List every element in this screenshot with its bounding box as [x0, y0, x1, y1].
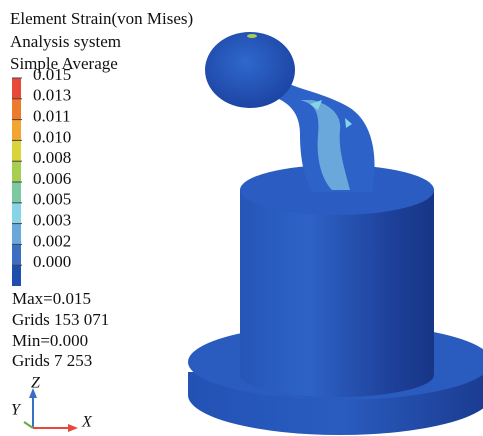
stat: Max=0.015 — [12, 289, 91, 308]
legend-swatch — [12, 78, 21, 99]
header-line: Element Strain(von Mises) — [10, 9, 193, 28]
x-arrowhead — [68, 424, 78, 432]
legend-label: 0.000 — [33, 252, 71, 271]
legend-label: 0.015 — [33, 65, 71, 84]
legend-swatch — [12, 244, 21, 265]
axis-label: Y — [11, 402, 22, 419]
legend-label: 0.011 — [33, 107, 71, 126]
legend-label: 0.005 — [33, 190, 71, 209]
cylinder-side — [240, 190, 434, 397]
legend-swatch — [12, 161, 21, 182]
legend-label: 0.006 — [33, 169, 71, 188]
y-arrow — [24, 422, 33, 428]
legend-label: 0.003 — [33, 211, 71, 230]
ball — [205, 32, 295, 108]
legend-label: 0.002 — [33, 231, 71, 250]
stat: Grids 7 253 — [12, 351, 92, 370]
model — [188, 32, 483, 435]
legend-label: 0.008 — [33, 148, 71, 167]
ball-spot — [247, 34, 257, 38]
header-line: Analysis system — [10, 32, 121, 51]
legend-swatch — [12, 99, 21, 120]
legend-swatch — [12, 120, 21, 141]
axis-label: X — [81, 414, 93, 431]
stat: Min=0.000 — [12, 331, 88, 350]
axis-triad: Z Y X — [11, 375, 93, 432]
legend-swatch — [12, 203, 21, 224]
legend-label: 0.013 — [33, 86, 71, 105]
fea-view: Element Strain(von Mises) Analysis syste… — [0, 0, 483, 436]
legend-swatch — [12, 182, 21, 203]
axis-label: Z — [31, 375, 41, 392]
legend-swatch — [12, 140, 21, 161]
legend-swatch — [12, 224, 21, 245]
legend-swatch — [12, 265, 21, 286]
stat: Grids 153 071 — [12, 310, 109, 329]
legend-label: 0.010 — [33, 127, 71, 146]
